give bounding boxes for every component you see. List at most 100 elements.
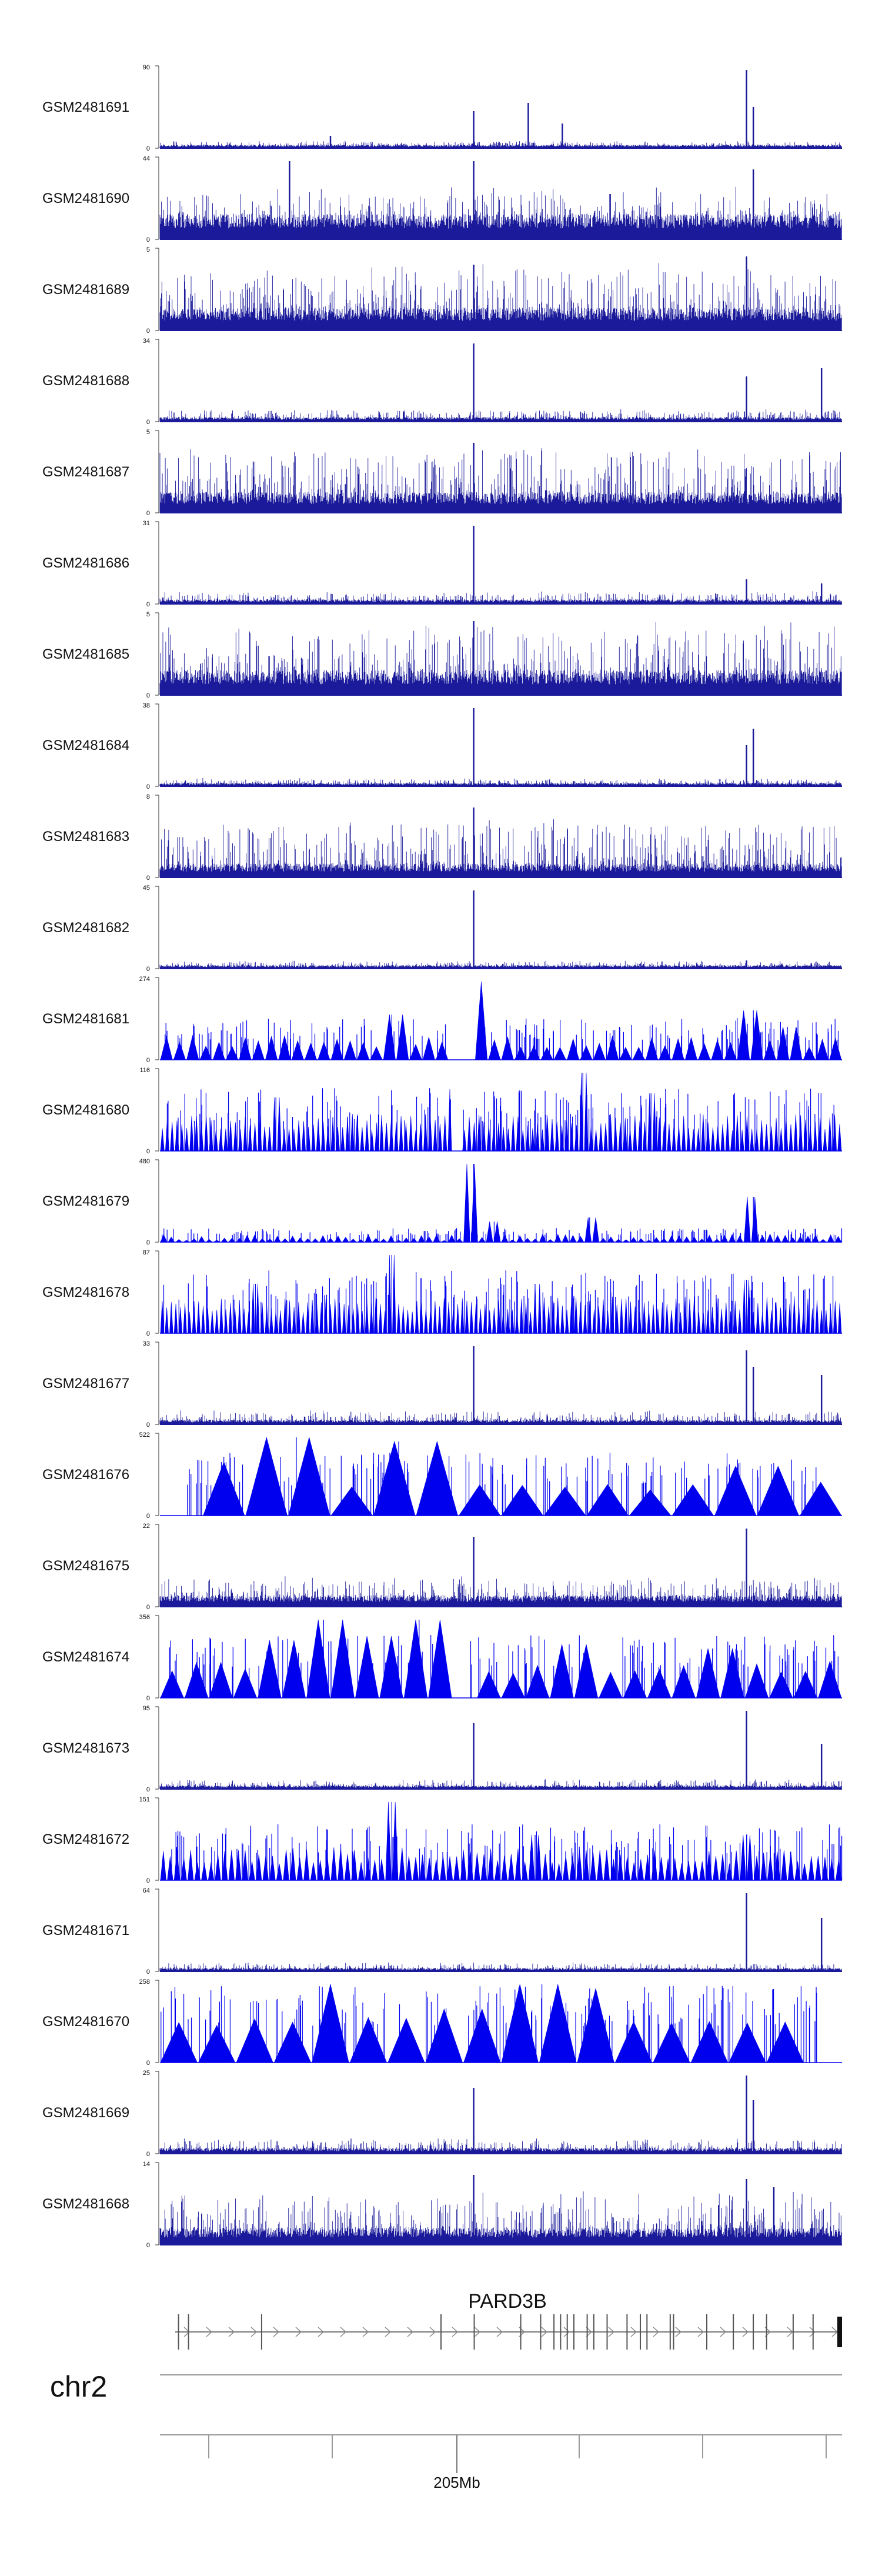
y-max-tick-label: 356 bbox=[139, 1614, 150, 1621]
track-GSM2481671: GSM2481671 64 0 bbox=[42, 1887, 842, 1976]
signal-spikes bbox=[165, 1010, 839, 1060]
track-GSM2481679: GSM2481679 480 0 bbox=[42, 1158, 843, 1246]
y-min-tick-label: 0 bbox=[146, 1786, 150, 1793]
track-GSM2481680: GSM2481680 116 0 bbox=[42, 1067, 842, 1155]
track-GSM2481677: GSM2481677 33 0 bbox=[42, 1340, 842, 1429]
y-min-tick-label: 0 bbox=[146, 1330, 150, 1337]
track-label: GSM2481683 bbox=[42, 829, 129, 845]
y-min-tick-label: 0 bbox=[146, 419, 150, 426]
y-max-tick-label: 25 bbox=[143, 2070, 150, 2077]
track-label: GSM2481678 bbox=[42, 1284, 129, 1300]
track-GSM2481690: GSM2481690 44 0 bbox=[42, 155, 842, 243]
y-min-tick-label: 0 bbox=[146, 145, 150, 152]
y-min-tick-label: 0 bbox=[146, 783, 150, 790]
track-GSM2481691: GSM2481691 90 0 bbox=[42, 64, 842, 152]
track-GSM2481676: GSM2481676 522 0 bbox=[42, 1432, 842, 1520]
signal-trace bbox=[159, 2175, 842, 2245]
y-max-tick-label: 64 bbox=[143, 1887, 150, 1894]
y-max-tick-label: 22 bbox=[143, 1523, 150, 1530]
signal-trace bbox=[159, 1529, 842, 1607]
y-min-tick-label: 0 bbox=[146, 1057, 150, 1064]
y-min-tick-label: 0 bbox=[146, 966, 150, 973]
track-GSM2481684: GSM2481684 38 0 bbox=[42, 702, 842, 790]
y-max-tick-label: 274 bbox=[139, 976, 150, 983]
y-min-tick-label: 0 bbox=[146, 1604, 150, 1611]
signal-trace bbox=[159, 70, 842, 148]
signal-peaks bbox=[160, 1801, 842, 1881]
y-max-tick-label: 14 bbox=[143, 2161, 150, 2168]
y-min-tick-label: 0 bbox=[146, 510, 150, 517]
signal-tracks: GSM2481691900GSM2481690440GSM248168950GS… bbox=[42, 64, 843, 2249]
signal-spikes bbox=[187, 1437, 817, 1516]
signal-trace bbox=[159, 161, 842, 239]
signal-spikes bbox=[163, 1255, 834, 1333]
track-GSM2481686: GSM2481686 31 0 bbox=[42, 520, 842, 608]
y-min-tick-label: 0 bbox=[146, 2242, 150, 2249]
genome-axis-tick-label: 205Mb bbox=[433, 2474, 480, 2491]
y-min-tick-label: 0 bbox=[146, 601, 150, 608]
chromosome-axis: chr2 205Mb bbox=[50, 2370, 842, 2491]
y-max-tick-label: 480 bbox=[139, 1158, 150, 1165]
genome-axis-minor-ticks bbox=[208, 2435, 827, 2458]
gene-exons bbox=[178, 2314, 814, 2350]
signal-peaks bbox=[160, 1254, 842, 1334]
track-label: GSM2481688 bbox=[42, 373, 129, 389]
track-label: GSM2481676 bbox=[42, 1467, 129, 1483]
signal-trace bbox=[159, 1893, 842, 1971]
track-GSM2481674: GSM2481674 356 0 bbox=[42, 1614, 842, 1702]
gene-label: PARD3B bbox=[468, 2290, 547, 2313]
track-GSM2481689: GSM2481689 5 0 bbox=[42, 246, 842, 335]
track-GSM2481669: GSM2481669 25 0 bbox=[42, 2070, 842, 2158]
track-label: GSM2481671 bbox=[42, 1923, 129, 1938]
y-max-tick-label: 116 bbox=[139, 1067, 150, 1074]
track-label: GSM2481684 bbox=[42, 738, 129, 753]
track-GSM2481687: GSM2481687 5 0 bbox=[42, 429, 842, 517]
y-min-tick-label: 0 bbox=[146, 1239, 150, 1246]
signal-trace bbox=[159, 807, 842, 877]
y-max-tick-label: 5 bbox=[146, 611, 150, 618]
track-GSM2481678: GSM2481678 87 0 bbox=[42, 1249, 842, 1337]
signal-spikes bbox=[162, 1164, 843, 1242]
y-max-tick-label: 34 bbox=[143, 338, 150, 345]
track-label: GSM2481681 bbox=[42, 1011, 129, 1027]
track-label: GSM2481679 bbox=[42, 1193, 129, 1209]
gene-end-exon bbox=[837, 2317, 842, 2347]
signal-trace bbox=[159, 1346, 842, 1424]
signal-peaks bbox=[203, 1436, 842, 1516]
y-min-tick-label: 0 bbox=[146, 1422, 150, 1429]
y-max-tick-label: 5 bbox=[146, 429, 150, 436]
track-label: GSM2481691 bbox=[42, 99, 129, 115]
y-max-tick-label: 31 bbox=[143, 520, 150, 527]
signal-peaks bbox=[160, 981, 842, 1060]
signal-spikes bbox=[166, 1073, 834, 1151]
track-label: GSM2481686 bbox=[42, 555, 129, 571]
track-label: GSM2481687 bbox=[42, 464, 129, 480]
track-label: GSM2481677 bbox=[42, 1376, 129, 1392]
y-max-tick-label: 522 bbox=[139, 1432, 150, 1439]
gene-track: PARD3B bbox=[175, 2290, 842, 2350]
y-min-tick-label: 0 bbox=[146, 1695, 150, 1702]
signal-trace bbox=[159, 526, 842, 604]
signal-spikes bbox=[171, 1802, 843, 1880]
y-max-tick-label: 87 bbox=[143, 1249, 150, 1256]
track-label: GSM2481682 bbox=[42, 920, 129, 936]
y-max-tick-label: 44 bbox=[143, 155, 150, 162]
y-min-tick-label: 0 bbox=[146, 2151, 150, 2158]
track-label: GSM2481685 bbox=[42, 646, 129, 662]
signal-trace bbox=[159, 343, 842, 422]
y-max-tick-label: 5 bbox=[146, 246, 150, 253]
track-GSM2481681: GSM2481681 274 0 bbox=[42, 976, 842, 1064]
y-min-tick-label: 0 bbox=[146, 1148, 150, 1155]
track-GSM2481670: GSM2481670 258 0 bbox=[42, 1978, 842, 2067]
track-label: GSM2481670 bbox=[42, 2014, 129, 2030]
y-min-tick-label: 0 bbox=[146, 236, 150, 243]
track-GSM2481682: GSM2481682 45 0 bbox=[42, 885, 842, 973]
y-min-tick-label: 0 bbox=[146, 1877, 150, 1884]
track-label: GSM2481668 bbox=[42, 2196, 129, 2212]
y-min-tick-label: 0 bbox=[146, 1513, 150, 1520]
track-label: GSM2481689 bbox=[42, 282, 129, 298]
track-GSM2481675: GSM2481675 22 0 bbox=[42, 1523, 842, 1611]
signal-spikes bbox=[169, 1620, 838, 1698]
track-label: GSM2481680 bbox=[42, 1102, 129, 1118]
track-label: GSM2481690 bbox=[42, 191, 129, 206]
